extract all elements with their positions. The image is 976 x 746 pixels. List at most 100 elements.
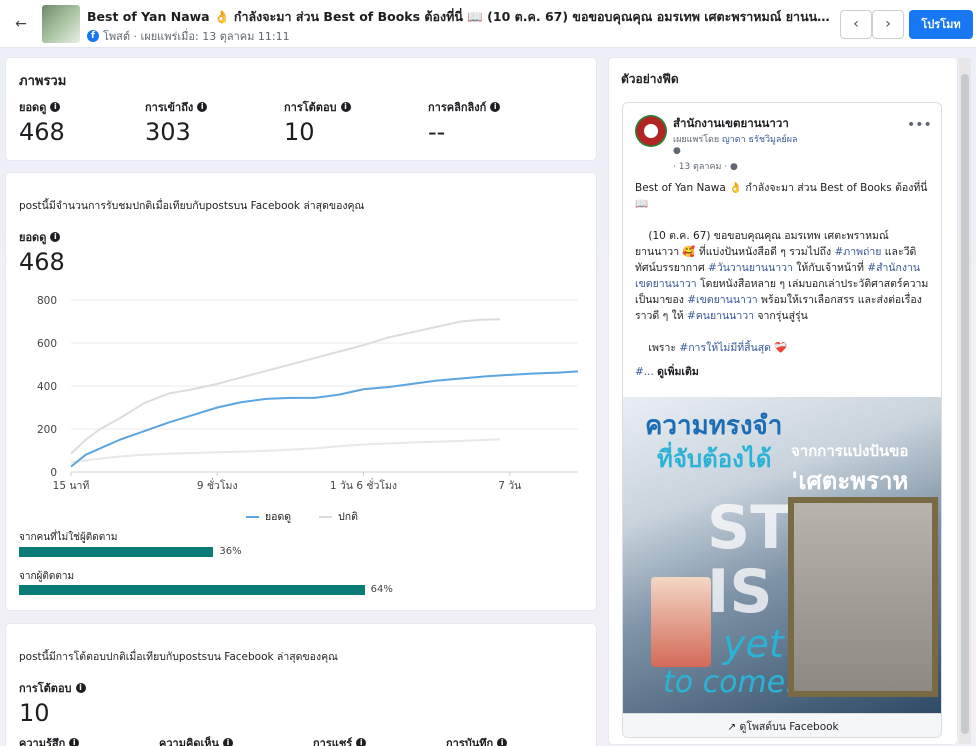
overview-title: ภาพรวม: [19, 74, 67, 89]
info-icon[interactable]: i: [197, 102, 208, 112]
external-link-icon: ↗: [727, 721, 737, 733]
image-caption: 'เศตะพราห: [791, 467, 909, 495]
text: ให้กับเจ้าหน้าที่: [792, 262, 868, 274]
info-icon[interactable]: i: [340, 102, 351, 112]
post-paragraph3: เพราะ #การให้ไม่มีที่สิ้นสุด ❤️‍🩹: [635, 340, 931, 356]
metric-label: ยอดดู: [19, 101, 47, 114]
views-metric-value: 468: [19, 248, 65, 276]
info-icon[interactable]: i: [497, 738, 508, 746]
bar-fill-followers: [19, 585, 365, 595]
page-name[interactable]: สำนักงานเขตยานนาวา: [673, 116, 789, 130]
text: เพราะ: [648, 342, 680, 354]
metric-label: การโต้ตอบ: [284, 101, 337, 114]
legend-swatch: [246, 515, 259, 518]
location-pin-icon: ●: [673, 146, 681, 156]
framed-portrait: [788, 497, 938, 697]
info-icon[interactable]: i: [490, 102, 501, 112]
x-tick-label: 9 ชั่วโมง: [197, 478, 238, 492]
page-avatar[interactable]: [635, 115, 667, 147]
overview-card: ภาพรวม ยอดดู i 468 การเข้าถึง i 303 การโต้…: [6, 58, 596, 160]
image-caption: ความทรงจำ: [645, 411, 783, 441]
info-icon[interactable]: i: [223, 738, 233, 746]
image-caption: ที่จับต้องได้: [657, 445, 772, 473]
bar-fill-non-followers: [19, 547, 214, 557]
image-caption: ST: [707, 493, 792, 563]
info-icon[interactable]: i: [75, 683, 86, 693]
text: และวีดิทัศน์บรรยากาศ: [635, 246, 917, 274]
sub-metric-shares: การแชร์ i: [313, 734, 367, 746]
y-tick-label: 400: [37, 381, 57, 393]
bar-track-non-followers: [19, 547, 559, 557]
posted-by-name[interactable]: ญาดา ธรัชวิมูลย์ผล: [722, 135, 798, 145]
legend-label: ปกติ: [338, 511, 358, 523]
facebook-post-preview: สำนักงานเขตยานนาวา เผยแพร่โดย ญาดา ธรัชว…: [622, 102, 942, 738]
scrollbar-thumb[interactable]: [961, 74, 969, 734]
engagement-metric: การโต้ตอบ i 10: [19, 679, 86, 727]
chevron-left-icon: ‹: [853, 16, 859, 32]
hashtag[interactable]: #คนยานนาวา: [686, 310, 755, 322]
view-on-facebook-button[interactable]: ↗ ดูโพสต์บน Facebook: [623, 713, 941, 737]
view-on-facebook-label: ดูโพสต์บน Facebook: [739, 721, 839, 733]
post-title: Best of Yan Nawa 👌 กำลังจะมา ส่วน Best o…: [87, 9, 832, 24]
promote-button[interactable]: โปรโมท: [909, 10, 973, 39]
posted-by: เผยแพร่โดย ญาดา ธรัชวิมูลย์ผล ●: [673, 132, 798, 156]
text: (10 ต.ค. 67) ขอขอบคุณคุณ อมรเทพ เศตะพราห…: [635, 230, 889, 258]
hashtag[interactable]: #ภาพถ่าย: [834, 246, 882, 258]
legend-item-typical[interactable]: ปกติ: [319, 508, 358, 525]
y-tick-label: 800: [37, 295, 57, 307]
image-caption: จากการแบ่งปันขอ: [791, 442, 909, 460]
legend-item-views[interactable]: ยอดดู: [246, 508, 291, 525]
text: โดยหนังสือหลาย ๆ เล่มบอกเล่าประวัติศาสตร…: [635, 278, 929, 306]
post-paragraph2: (10 ต.ค. 67) ขอขอบคุณคุณ อมรเทพ เศตะพราห…: [635, 228, 931, 324]
info-icon[interactable]: i: [50, 232, 61, 242]
info-icon[interactable]: i: [50, 102, 61, 112]
views-metric: ยอดดู i 468: [19, 228, 65, 276]
metric-engagement: การโต้ตอบ i 10: [284, 98, 351, 146]
hashtag[interactable]: #วันวานยานนาวา: [708, 262, 793, 274]
y-tick-label: 0: [50, 467, 57, 479]
post-date-text[interactable]: · 13 ตุลาคม ·: [673, 162, 728, 172]
x-tick-label: 15 นาที: [53, 479, 90, 492]
metric-label: การคลิกลิงก์: [428, 101, 487, 114]
text: พร้อมให้เราเลือกสรร และส่งต่อเรื่องราวดี…: [635, 294, 922, 322]
feed-preview-card: ตัวอย่างฟีด สำนักงานเขตยานนาวา เผยแพร่โด…: [609, 58, 957, 744]
post-meta: f โพสต์ · เผยแพร่เมื่อ: 13 ตุลาคม 11:11: [87, 27, 290, 45]
views-subtitle: postนี้มีจำนวนการรับชมปกติเมื่อเทียบกับp…: [19, 200, 365, 212]
post-meta-text: โพสต์ · เผยแพร่เมื่อ: 13 ตุลาคม 11:11: [103, 30, 290, 43]
chart-legend: ยอดดู ปกติ: [246, 508, 358, 525]
image-caption: to come.: [663, 665, 795, 700]
bar-track-followers: [19, 585, 559, 595]
previous-post-button[interactable]: ‹: [840, 10, 872, 39]
hashtag-truncated: #...: [635, 366, 654, 378]
metric-value: 10: [284, 118, 315, 146]
next-post-button[interactable]: ›: [872, 10, 904, 39]
post-line1: Best of Yan Nawa 👌 กำลังจะมา ส่วน Best o…: [635, 182, 928, 210]
metric-views: ยอดดู i 468: [19, 98, 65, 146]
back-arrow-icon[interactable]: ←: [15, 16, 27, 32]
sub-metric-reactions: ความรู้สึก i: [19, 734, 80, 746]
posted-by-prefix: เผยแพร่โดย: [673, 135, 720, 145]
hashtag[interactable]: #สำนักงานเขตยานนาวา: [635, 262, 921, 290]
post-date: · 13 ตุลาคม · ●: [673, 159, 738, 173]
metric-value: 468: [19, 118, 65, 146]
series-line-1[interactable]: [70, 318, 501, 455]
post-image[interactable]: ความทรงจำ ที่จับต้องได้ จากการแบ่งปันขอ …: [623, 397, 941, 713]
bar-label-followers: จากผู้ติดตาม: [19, 571, 75, 582]
series-line-2[interactable]: [70, 438, 501, 464]
sub-metric-label: ความคิดเห็น: [159, 737, 219, 746]
engagement-card: postนี้มีการโต้ตอบปกติเมื่อเทียบกับposts…: [6, 624, 596, 746]
info-icon[interactable]: i: [356, 738, 367, 746]
hashtag[interactable]: #เขตยานนาวา: [687, 294, 758, 306]
legend-label: ยอดดู: [265, 511, 292, 523]
scrollbar[interactable]: [959, 58, 971, 744]
views-metric-label: ยอดดู: [19, 231, 47, 244]
see-more-link[interactable]: ดูเพิ่มเติม: [657, 366, 699, 378]
legend-swatch: [319, 515, 333, 518]
more-options-icon[interactable]: •••: [907, 117, 932, 133]
hashtag[interactable]: #การให้ไม่มีที่สิ้นสุด: [679, 342, 771, 354]
info-icon[interactable]: i: [69, 738, 80, 746]
series-line-0[interactable]: [70, 370, 579, 468]
views-line-chart: 0 200 400 600 800 15 นาที 9 ชั่วโมง 1 วัน 6 ชั่…: [37, 295, 579, 492]
metric-value: --: [428, 118, 446, 146]
sub-metric-label: ความรู้สึก: [19, 737, 66, 746]
